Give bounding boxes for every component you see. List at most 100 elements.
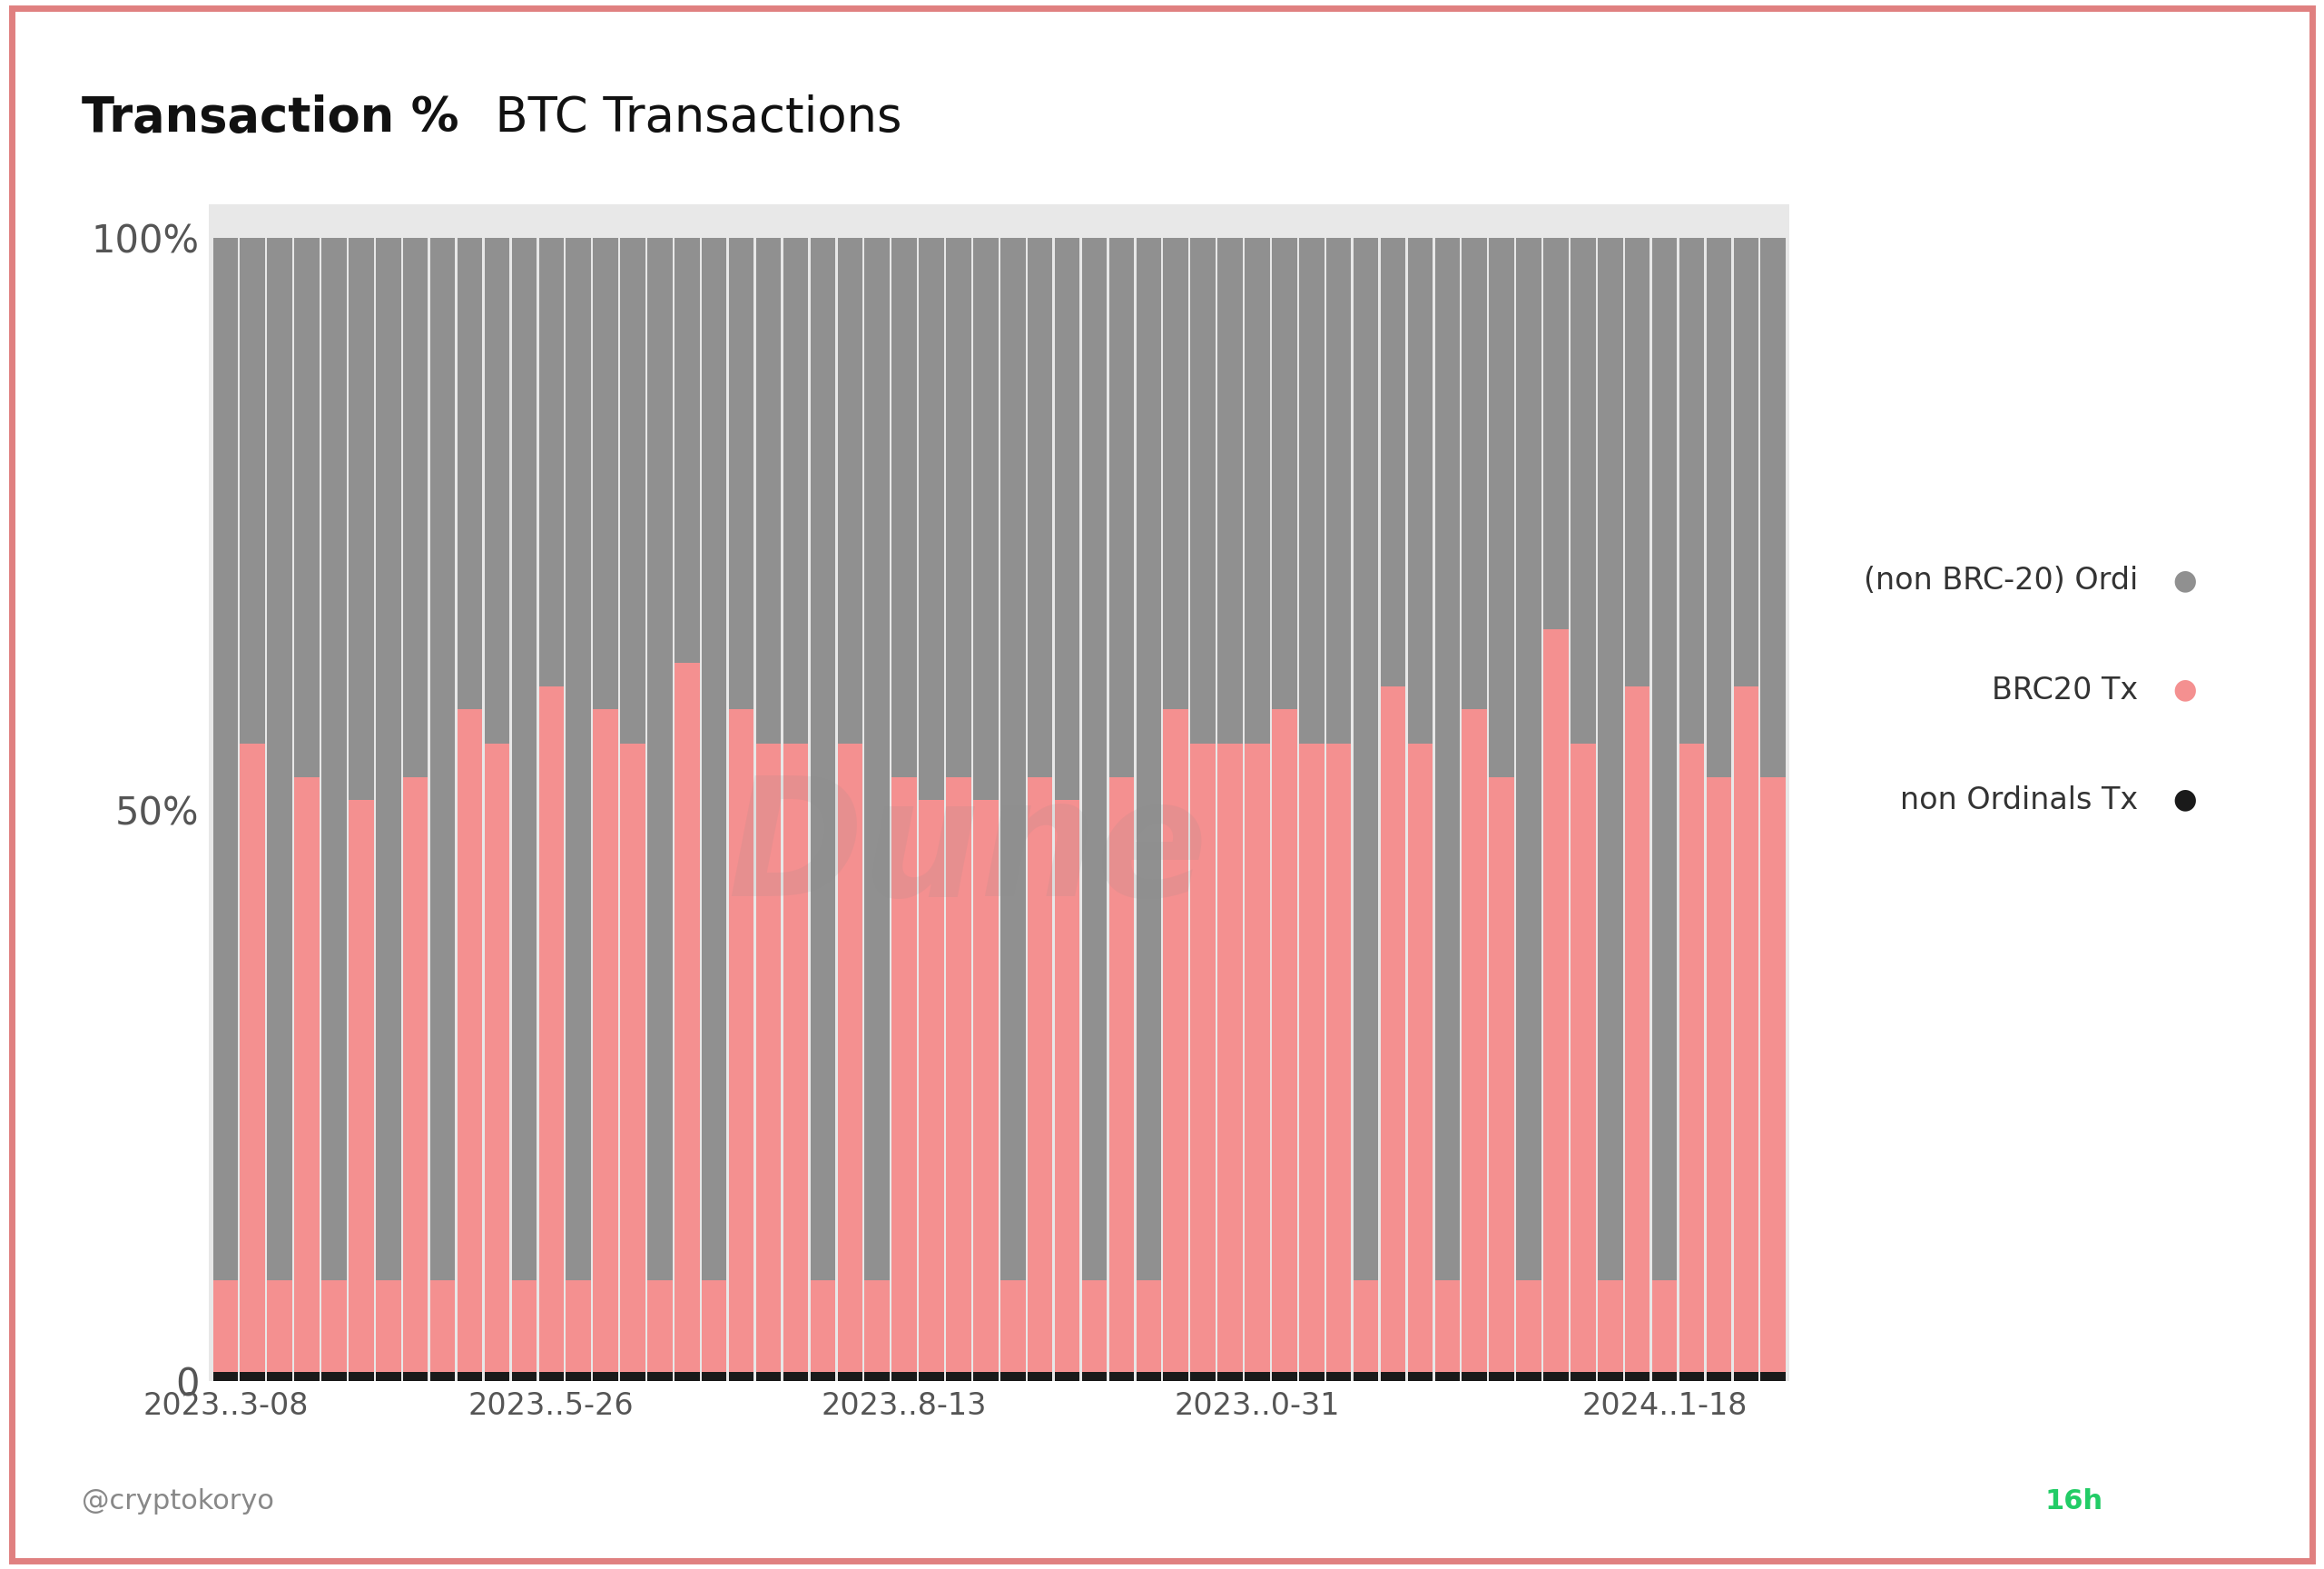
Bar [214, 238, 237, 1280]
Bar [1490, 238, 1515, 778]
Bar [892, 778, 916, 1371]
Bar [1706, 1371, 1731, 1381]
Bar [349, 800, 374, 1371]
Bar [349, 1371, 374, 1381]
Bar [214, 1371, 237, 1381]
Bar [267, 238, 293, 1280]
Bar [811, 1371, 834, 1381]
Bar [321, 1280, 346, 1371]
Text: ●: ● [2173, 678, 2196, 703]
Bar [1515, 238, 1541, 1280]
Bar [946, 778, 971, 1371]
Bar [1380, 1371, 1406, 1381]
Bar [295, 1371, 318, 1381]
Bar [1462, 238, 1487, 709]
Bar [648, 1371, 672, 1381]
Bar [1055, 1371, 1081, 1381]
Bar [593, 1371, 618, 1381]
Bar [1434, 1371, 1459, 1381]
Bar [1408, 744, 1432, 1371]
Bar [1434, 238, 1459, 1280]
Bar [593, 238, 618, 709]
Bar [430, 1280, 456, 1371]
Bar [1599, 1280, 1622, 1371]
Bar [214, 1280, 237, 1371]
Bar [999, 238, 1025, 1280]
Bar [918, 1371, 944, 1381]
Bar [621, 744, 646, 1371]
Bar [1083, 1280, 1106, 1371]
Bar [1652, 1371, 1678, 1381]
Bar [1706, 778, 1731, 1371]
Bar [593, 709, 618, 1371]
Bar [458, 1371, 483, 1381]
Bar [567, 1280, 590, 1371]
Bar [648, 1280, 672, 1371]
Bar [1055, 800, 1081, 1371]
Bar [321, 1371, 346, 1381]
Bar [702, 238, 727, 1280]
Bar [1543, 629, 1569, 1371]
Bar [918, 800, 944, 1371]
Bar [1190, 744, 1215, 1371]
Bar [1299, 238, 1325, 744]
Bar [1246, 744, 1269, 1371]
Bar [1599, 1371, 1622, 1381]
Bar [1462, 709, 1487, 1371]
Bar [1164, 709, 1188, 1371]
Bar [1218, 1371, 1243, 1381]
Bar [1136, 238, 1162, 1280]
Bar [946, 238, 971, 778]
Bar [783, 744, 809, 1371]
Bar [621, 238, 646, 744]
Bar [702, 1371, 727, 1381]
Bar [730, 238, 753, 709]
Bar [239, 238, 265, 744]
Bar [1164, 238, 1188, 709]
Bar [1271, 709, 1297, 1371]
Bar [1353, 1280, 1378, 1371]
Text: non Ordinals Tx: non Ordinals Tx [1901, 784, 2138, 816]
Bar [1109, 778, 1134, 1371]
Bar [755, 744, 781, 1371]
Bar [1218, 744, 1243, 1371]
Bar [1652, 238, 1678, 1280]
Bar [321, 238, 346, 1280]
Bar [1543, 1371, 1569, 1381]
Bar [755, 238, 781, 744]
Bar [430, 1371, 456, 1381]
Bar [674, 664, 700, 1371]
Bar [1571, 744, 1597, 1371]
Bar [402, 778, 428, 1371]
Bar [621, 1371, 646, 1381]
Bar [349, 238, 374, 800]
Bar [1027, 238, 1053, 778]
Bar [811, 1280, 834, 1371]
Bar [811, 238, 834, 1280]
Bar [567, 1371, 590, 1381]
Bar [946, 1371, 971, 1381]
Bar [1299, 744, 1325, 1371]
Bar [1734, 238, 1759, 686]
Bar [1246, 238, 1269, 744]
Bar [674, 238, 700, 664]
Bar [1353, 1371, 1378, 1381]
Bar [539, 686, 565, 1371]
Bar [458, 238, 483, 709]
Bar [239, 744, 265, 1371]
Bar [1299, 1371, 1325, 1381]
Bar [267, 1280, 293, 1371]
Bar [1680, 744, 1703, 1371]
Bar [1408, 238, 1432, 744]
Bar [458, 709, 483, 1371]
Bar [267, 1371, 293, 1381]
Bar [1762, 238, 1785, 778]
Text: Dune: Dune [727, 772, 1208, 930]
Bar [783, 1371, 809, 1381]
Bar [1055, 238, 1081, 800]
Bar [1734, 686, 1759, 1371]
Bar [1624, 686, 1650, 1371]
Bar [1624, 1371, 1650, 1381]
Bar [1164, 1371, 1188, 1381]
Bar [402, 1371, 428, 1381]
